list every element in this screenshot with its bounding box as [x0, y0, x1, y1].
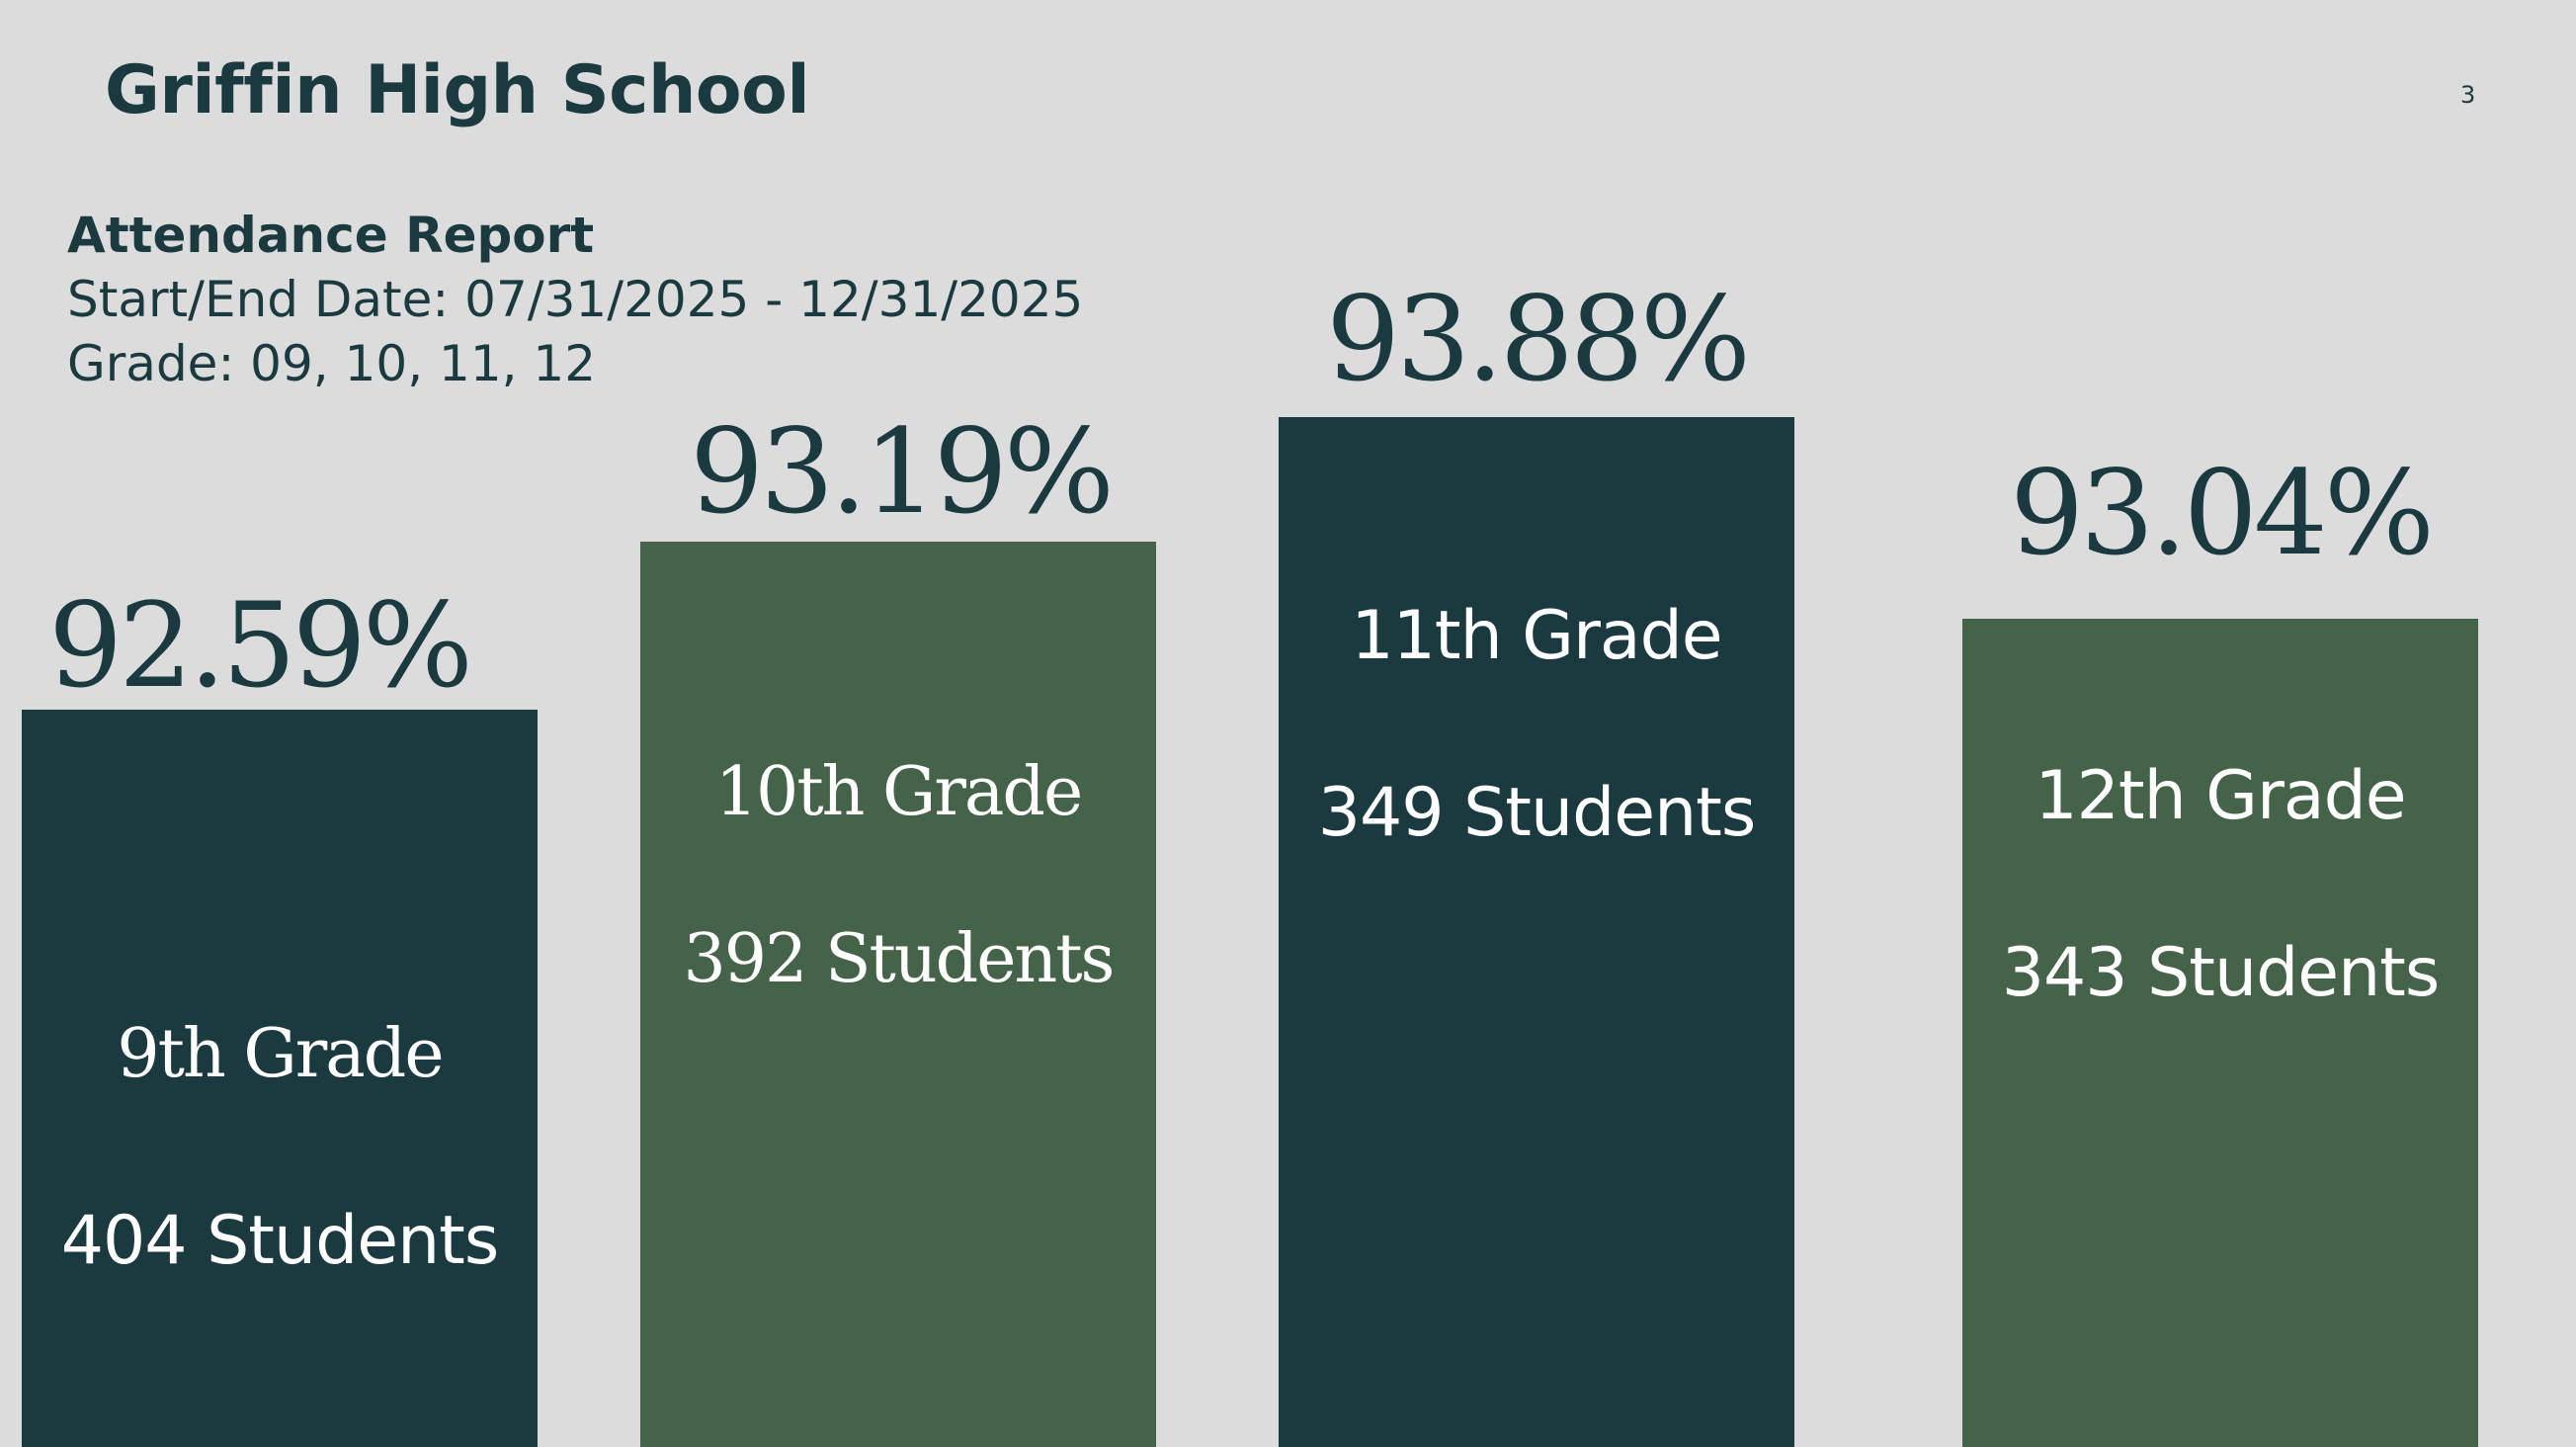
grade-label: 9th Grade — [117, 1015, 444, 1093]
bar-9th-grade: 9th Grade 404 Students — [22, 710, 538, 1447]
date-range: Start/End Date: 07/31/2025 - 12/31/2025 — [67, 271, 1084, 328]
grade-label: 12th Grade — [2035, 757, 2406, 835]
bar-12th-grade: 12th Grade 343 Students — [1962, 619, 2478, 1447]
page-number: 3 — [2460, 81, 2476, 109]
grade-filter: Grade: 09, 10, 11, 12 — [67, 335, 597, 392]
bar-10th-grade: 10th Grade 392 Students — [640, 542, 1156, 1447]
school-title: Griffin High School — [105, 51, 810, 129]
percent-label-12th: 93.04% — [2010, 445, 2435, 581]
percent-label-9th: 92.59% — [48, 577, 473, 714]
bar-11th-grade: 11th Grade 349 Students — [1279, 417, 1794, 1447]
report-info: Attendance Report Start/End Date: 07/31/… — [67, 204, 1083, 396]
grade-label: 10th Grade — [714, 753, 1083, 831]
report-title: Attendance Report — [67, 207, 595, 264]
student-count: 404 Students — [60, 1202, 500, 1280]
grade-label: 11th Grade — [1351, 597, 1722, 675]
student-count: 343 Students — [2001, 934, 2441, 1012]
percent-label-11th: 93.88% — [1326, 271, 1751, 407]
student-count: 349 Students — [1317, 774, 1757, 852]
percent-label-10th: 93.19% — [690, 403, 1115, 540]
student-count: 392 Students — [683, 920, 1116, 998]
